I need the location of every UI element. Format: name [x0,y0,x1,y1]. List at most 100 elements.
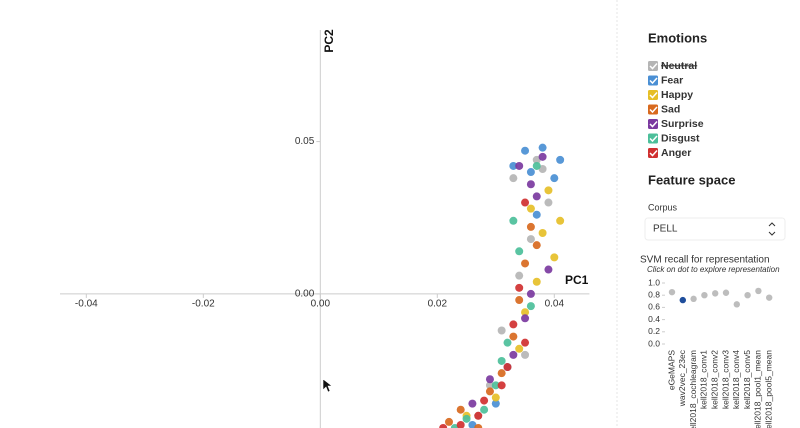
legend-checkbox[interactable] [648,148,658,158]
recall-dot[interactable] [766,294,773,301]
legend-label[interactable]: Fear [661,74,683,86]
point [468,399,477,408]
point [509,350,518,359]
legend-label[interactable]: Happy [661,89,693,101]
x-tick-label: -0.02 [192,299,215,310]
x-axis-label: PC1 [565,273,589,287]
point [526,235,535,244]
point [503,338,512,347]
x-tick-label: wav2vec_23ec [677,349,687,407]
legend-checkbox[interactable] [648,133,658,144]
y-tick-label: 0.4 [648,314,660,324]
point [491,393,500,402]
recall-dot[interactable] [679,296,686,304]
legend-label[interactable]: Disgust [661,132,700,144]
recall-dot[interactable] [744,292,751,299]
point [526,180,535,189]
legend-label[interactable]: Surprise [661,118,704,130]
x-tick-label: 0.04 [545,299,565,310]
point [497,381,506,390]
point [526,302,535,311]
recall-dot[interactable] [668,288,676,296]
point [509,320,518,329]
point [526,222,535,231]
point [445,417,454,426]
point [480,396,489,405]
recall-subtitle: Click on dot to explore representation [647,265,780,274]
point [474,424,483,428]
y-axis-label: PC2 [322,29,336,53]
x-tick-label: kell2018_conv2 [709,350,719,409]
point [521,338,530,347]
point [515,296,524,305]
corpus-select[interactable] [644,217,786,241]
point [439,424,448,428]
legend-checkbox[interactable] [648,75,658,86]
point [550,253,559,262]
point [509,161,518,170]
point [521,146,530,155]
point [526,168,535,177]
legend-checkbox[interactable] [648,61,658,71]
point [521,259,530,268]
legend-check [649,120,658,128]
legend-check [649,135,658,143]
point [515,344,524,353]
point [515,283,524,292]
point [456,420,465,428]
point [509,332,518,341]
cursor [322,378,333,393]
point [538,152,547,161]
legend-title: Emotions [648,30,707,45]
point [521,314,530,323]
point [491,381,500,390]
legend-label[interactable]: Anger [661,147,691,159]
x-tick-label: kell2018_conv4 [731,350,741,409]
x-tick-label: kell2018_pool5_mean [763,350,773,428]
x-tick-label: kell2018_conv5 [742,350,752,409]
y-tick-label: 0.8 [648,289,660,299]
recall-dot[interactable] [712,290,719,297]
point [556,155,565,164]
corpus-label: Corpus [648,202,678,212]
recall-dot[interactable] [755,287,762,295]
recall-dot[interactable] [701,292,708,299]
point [480,405,489,414]
point [497,369,506,378]
legend-checkbox[interactable] [648,90,658,100]
x-tick-label: 0.00 [311,299,331,310]
point [497,326,506,335]
x-tick-label: -0.04 [75,299,98,310]
point [485,387,494,396]
x-tick-label: kell2018_conv1 [699,350,709,409]
point [526,204,535,213]
feature-title: Feature space [648,172,735,187]
point [515,161,524,170]
point [491,399,500,408]
point [474,411,483,420]
x-tick-label: kell2018_conv3 [720,350,730,409]
point [538,143,547,152]
point [509,174,518,183]
point [503,363,512,372]
legend-label[interactable]: Sad [661,103,680,115]
point [526,289,535,298]
point [515,271,524,280]
point [485,375,494,384]
legend-checkbox[interactable] [648,104,658,115]
x-tick-label: kell2018_cochleagram [688,350,698,428]
corpus-value[interactable]: PELL [653,224,678,235]
legend-checkbox[interactable] [648,119,658,129]
point [544,198,553,207]
point [509,216,518,225]
point [550,174,559,183]
point [532,161,541,170]
point [515,247,524,256]
x-tick-label: 0.02 [428,299,448,310]
legend-label[interactable]: Neutral [661,60,697,72]
recall-dot[interactable] [722,289,730,296]
recall-dot[interactable] [690,295,697,303]
x-tick-label: eGeMAPS [666,350,676,390]
recall-dot[interactable] [733,301,740,308]
